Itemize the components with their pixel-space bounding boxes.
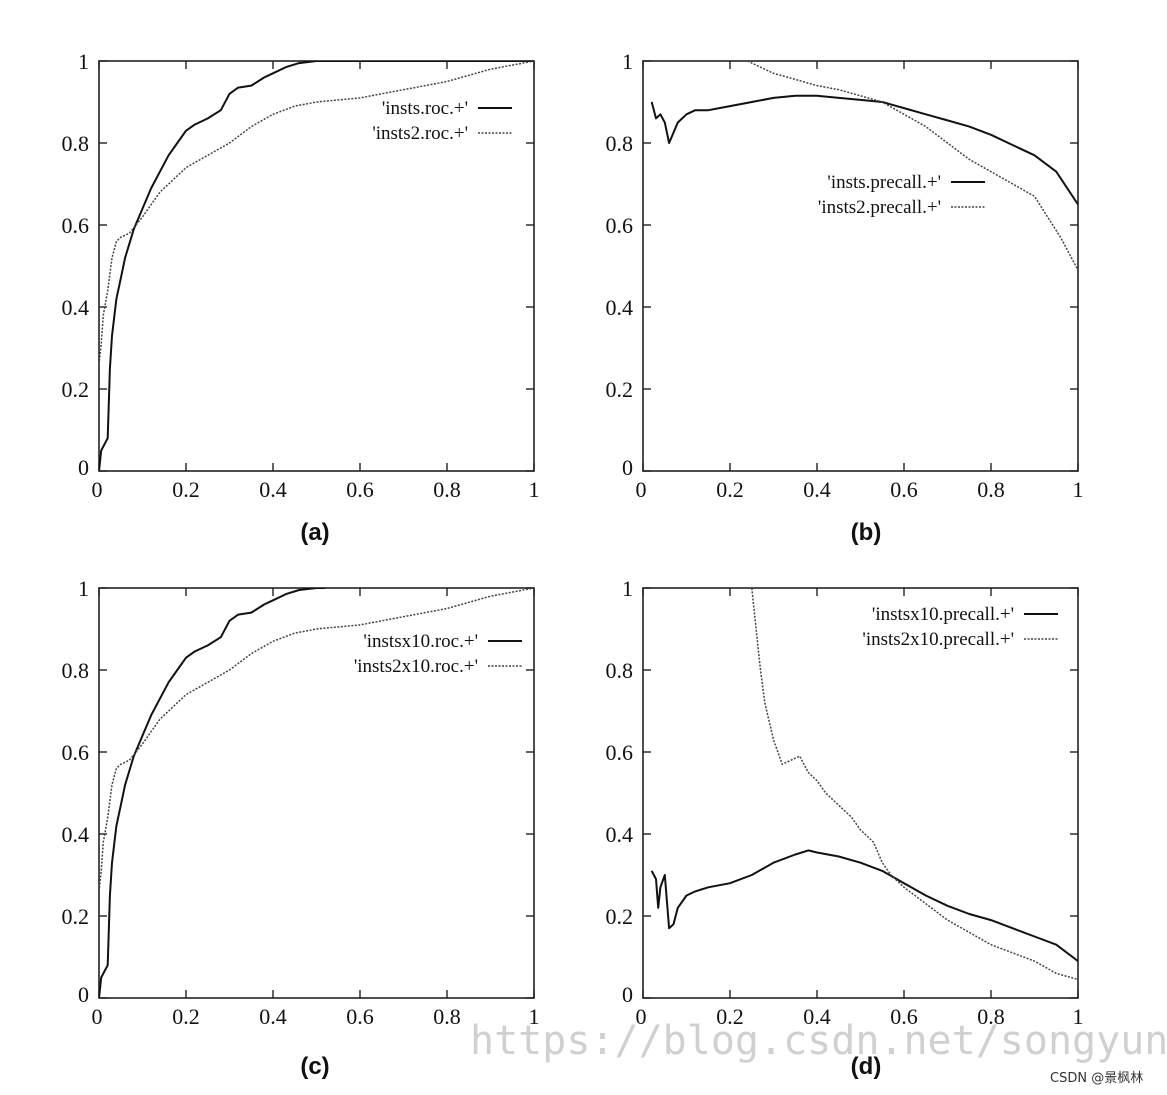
watermark: https://blog.csdn.net/songyunli1111 xyxy=(470,1018,1167,1064)
x-tick-label: 0.2 xyxy=(172,477,200,502)
panel-c: 0 0.2 0.4 0.6 0.8 1 0 0.2 0.4 0.6 0.8 1 'instsx10.ro… xyxy=(62,576,540,1080)
series-line-1 xyxy=(99,61,534,471)
legend-label: 'instsx10.roc.+' xyxy=(363,631,478,652)
x-tick-label: 1 xyxy=(1073,477,1084,502)
x-tick-label: 1 xyxy=(1073,1004,1084,1029)
y-tick-label: 0.4 xyxy=(606,822,634,847)
legend-label: 'instsx10.precall.+' xyxy=(872,604,1014,625)
y-tick-label: 1 xyxy=(622,49,633,74)
panel-label: (c) xyxy=(300,1053,329,1080)
y-tick-label: 0.6 xyxy=(606,740,634,765)
x-tick-label: 0 xyxy=(92,477,103,502)
panel-label: (d) xyxy=(851,1053,882,1080)
y-tick-label: 0.2 xyxy=(606,377,634,402)
x-tick-label: 0 xyxy=(636,477,647,502)
legend-label: 'insts2.roc.+' xyxy=(372,123,468,144)
plot-frame xyxy=(642,60,1079,472)
series-line-1 xyxy=(650,849,1078,962)
y-tick-label: 1 xyxy=(78,576,89,601)
x-tick-label: 0 xyxy=(92,1004,103,1029)
series-line-2 xyxy=(99,588,534,892)
panel-d: 0 0.2 0.4 0.6 0.8 1 0 0.2 0.4 0.6 0.8 1 'instsx10.pr… xyxy=(606,576,1084,1080)
y-tick-label: 0.6 xyxy=(62,213,90,238)
panel-b: 0 0.2 0.4 0.6 0.8 1 0 0.2 0.4 0.6 0.8 1 'insts.preca… xyxy=(606,49,1084,546)
plot-frame xyxy=(98,60,535,472)
x-tick-label: 0.8 xyxy=(977,477,1005,502)
x-tick-label: 0.2 xyxy=(716,1004,744,1029)
panel-label: (a) xyxy=(300,519,329,546)
x-tick-label: 0.6 xyxy=(346,1004,374,1029)
x-tick-label: 0.8 xyxy=(977,1004,1005,1029)
x-tick-label: 0.2 xyxy=(716,477,744,502)
y-tick-label: 0.2 xyxy=(62,377,90,402)
x-tick-label: 0.2 xyxy=(172,1004,200,1029)
y-tick-label: 0.8 xyxy=(62,131,90,156)
y-tick-label: 0 xyxy=(78,982,89,1007)
y-tick-label: 0.6 xyxy=(606,213,634,238)
x-tick-label: 0.4 xyxy=(259,477,287,502)
x-tick-label: 0.6 xyxy=(890,1004,918,1029)
y-tick-label: 0 xyxy=(622,455,633,480)
x-tick-label: 0.6 xyxy=(890,477,918,502)
series-line-2 xyxy=(751,588,1078,981)
legend-label: 'insts.precall.+' xyxy=(827,172,941,193)
y-tick-label: 0.8 xyxy=(606,658,634,683)
y-tick-label: 0 xyxy=(78,455,89,480)
legend-label: 'insts2x10.precall.+' xyxy=(862,629,1014,650)
legend-label: 'insts2.precall.+' xyxy=(818,197,941,218)
y-tick-label: 1 xyxy=(622,576,633,601)
series-line-2 xyxy=(747,61,1078,271)
y-tick-label: 0.2 xyxy=(62,904,90,929)
chart-panels: 0 0.2 0.4 0.6 0.8 1 0 0.2 0.4 0.6 0.8 1 'insts.roc.+… xyxy=(62,49,1084,1080)
y-tick-label: 0.4 xyxy=(62,295,90,320)
y-tick-label: 0.6 xyxy=(62,740,90,765)
series-line-2 xyxy=(99,61,534,365)
x-tick-label: 0.4 xyxy=(259,1004,287,1029)
plot-frame xyxy=(642,587,1079,999)
y-tick-label: 0.8 xyxy=(62,658,90,683)
panel-label: (b) xyxy=(851,519,882,546)
x-tick-label: 1 xyxy=(529,477,540,502)
x-tick-label: 0.8 xyxy=(433,477,461,502)
x-tick-label: 0.8 xyxy=(433,1004,461,1029)
y-tick-label: 0.4 xyxy=(606,295,634,320)
legend-label: 'insts2x10.roc.+' xyxy=(354,656,478,677)
x-tick-label: 1 xyxy=(529,1004,540,1029)
y-tick-label: 0 xyxy=(622,982,633,1007)
x-tick-label: 0 xyxy=(636,1004,647,1029)
credit: CSDN @景枫林 xyxy=(1050,1071,1143,1086)
x-tick-label: 0.4 xyxy=(803,1004,831,1029)
y-tick-label: 0.8 xyxy=(606,131,634,156)
y-tick-label: 1 xyxy=(78,49,89,74)
x-tick-label: 0.4 xyxy=(803,477,831,502)
legend-label: 'insts.roc.+' xyxy=(382,98,468,119)
panel-a: 0 0.2 0.4 0.6 0.8 1 0 0.2 0.4 0.6 0.8 1 'insts.roc.+… xyxy=(62,49,540,546)
series-line-1 xyxy=(650,94,1078,206)
x-tick-label: 0.6 xyxy=(346,477,374,502)
series-line-1 xyxy=(99,588,326,998)
y-tick-label: 0.4 xyxy=(62,822,90,847)
y-tick-label: 0.2 xyxy=(606,904,634,929)
